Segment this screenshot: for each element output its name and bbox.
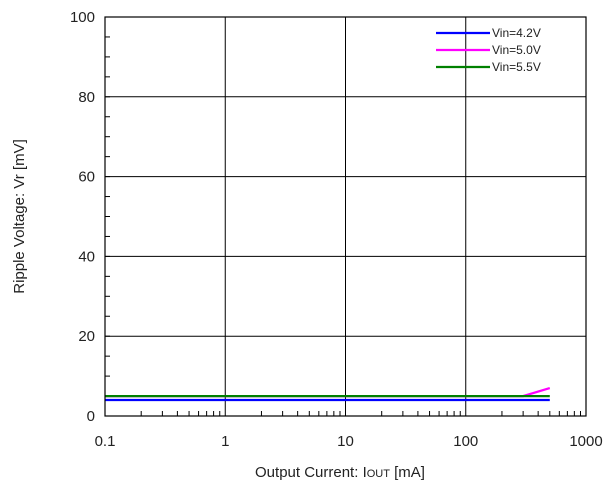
- x-tick-label: 1000: [569, 433, 602, 450]
- x-axis-label: Output Current: IOUT [mA]: [255, 464, 425, 481]
- x-axis-label-unit: [mA]: [390, 464, 425, 481]
- tick-labels: 0.1 1 10 100 1000 0 20 40 60 80 100: [70, 9, 603, 450]
- grid: [105, 17, 586, 416]
- series-layer: [105, 387, 551, 402]
- y-tick-label: 80: [78, 89, 95, 106]
- series-line-vin-5-0v: [105, 387, 551, 398]
- x-tick-label: 100: [453, 433, 478, 450]
- x-tick-label: 10: [337, 433, 354, 450]
- y-tick-label: 100: [70, 9, 95, 26]
- legend: Vin=4.2V Vin=5.0V Vin=5.5V: [436, 26, 541, 74]
- x-axis-label-text: Output Current: I: [255, 464, 367, 481]
- legend-label-vin-4-2v: Vin=4.2V: [492, 26, 541, 40]
- y-axis-label: Ripple Voltage: Vr [mV]: [11, 139, 28, 294]
- x-axis-label-sub: OUT: [367, 468, 391, 480]
- x-tick-label: 0.1: [95, 433, 116, 450]
- plot-frame: [104, 16, 587, 417]
- y-tick-label: 40: [78, 248, 95, 265]
- x-tick-label: 1: [221, 433, 229, 450]
- y-tick-label: 0: [87, 408, 95, 425]
- y-tick-label: 60: [78, 169, 95, 186]
- legend-label-vin-5-5v: Vin=5.5V: [492, 60, 541, 74]
- legend-label-vin-5-0v: Vin=5.0V: [492, 43, 541, 57]
- y-tick-label: 20: [78, 328, 95, 345]
- minor-ticks: [105, 16, 581, 417]
